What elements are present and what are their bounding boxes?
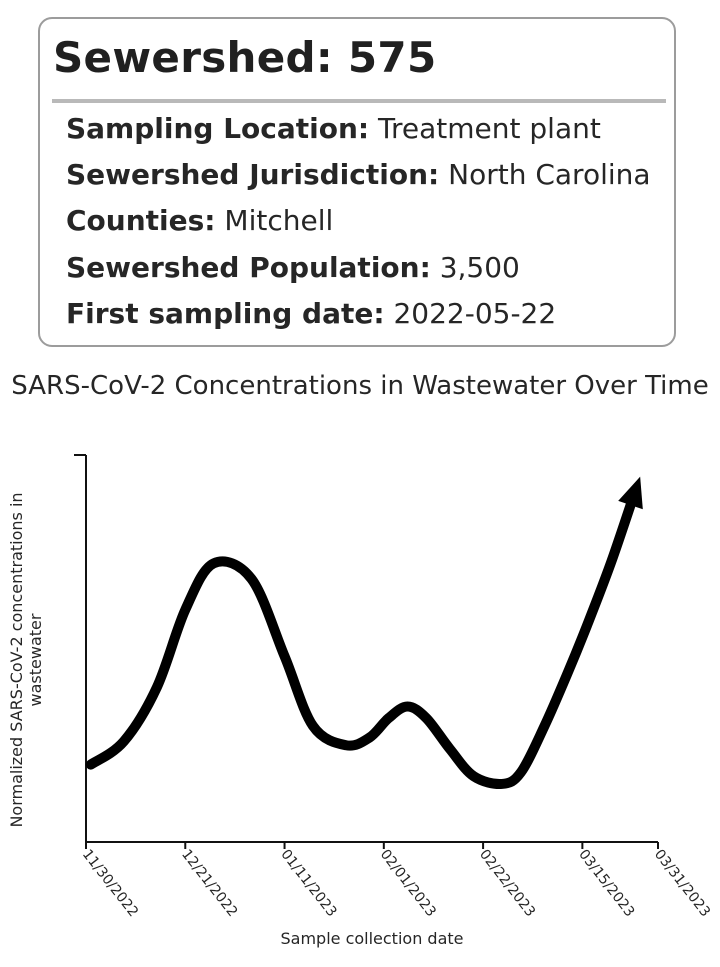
x-tick-label: 12/21/2022 bbox=[178, 847, 240, 920]
jurisdiction-label: Sewershed Jurisdiction: bbox=[66, 158, 440, 191]
concentration-line bbox=[85, 488, 640, 790]
population-value: 3,500 bbox=[439, 251, 520, 284]
card-divider bbox=[52, 99, 666, 103]
x-tick-label: 03/15/2023 bbox=[575, 847, 637, 920]
sampling-location-label: Sampling Location: bbox=[66, 112, 370, 145]
first-sampling-label: First sampling date: bbox=[66, 297, 385, 330]
population-row: Sewershed Population: 3,500 bbox=[66, 251, 520, 284]
x-tick-label: 03/31/2023 bbox=[651, 847, 713, 920]
jurisdiction-row: Sewershed Jurisdiction: North Carolina bbox=[66, 158, 651, 191]
first-sampling-value: 2022-05-22 bbox=[393, 297, 557, 330]
x-tick-label: 02/22/2023 bbox=[476, 847, 538, 920]
counties-value: Mitchell bbox=[224, 204, 334, 237]
x-tick-label: 01/11/2023 bbox=[277, 847, 339, 920]
chart-title: SARS-CoV-2 Concentrations in Wastewater … bbox=[11, 371, 709, 401]
y-axis-label: Normalized SARS-CoV-2 concentrations inw… bbox=[7, 492, 45, 827]
population-label: Sewershed Population: bbox=[66, 251, 431, 284]
sewershed-info-card: Sewershed: 575 Sampling Location: Treatm… bbox=[38, 17, 676, 347]
counties-row: Counties: Mitchell bbox=[66, 204, 333, 237]
counties-label: Counties: bbox=[66, 204, 216, 237]
first-sampling-row: First sampling date: 2022-05-22 bbox=[66, 297, 556, 330]
x-tick-label: 11/30/2022 bbox=[79, 847, 141, 920]
x-tick-label: 02/01/2023 bbox=[377, 847, 439, 920]
sewershed-title: Sewershed: 575 bbox=[53, 33, 437, 82]
sampling-location-row: Sampling Location: Treatment plant bbox=[66, 112, 601, 145]
jurisdiction-value: North Carolina bbox=[448, 158, 651, 191]
trend-arrow-head bbox=[618, 476, 643, 510]
x-axis-label: Sample collection date bbox=[280, 929, 463, 948]
sampling-location-value: Treatment plant bbox=[378, 112, 601, 145]
